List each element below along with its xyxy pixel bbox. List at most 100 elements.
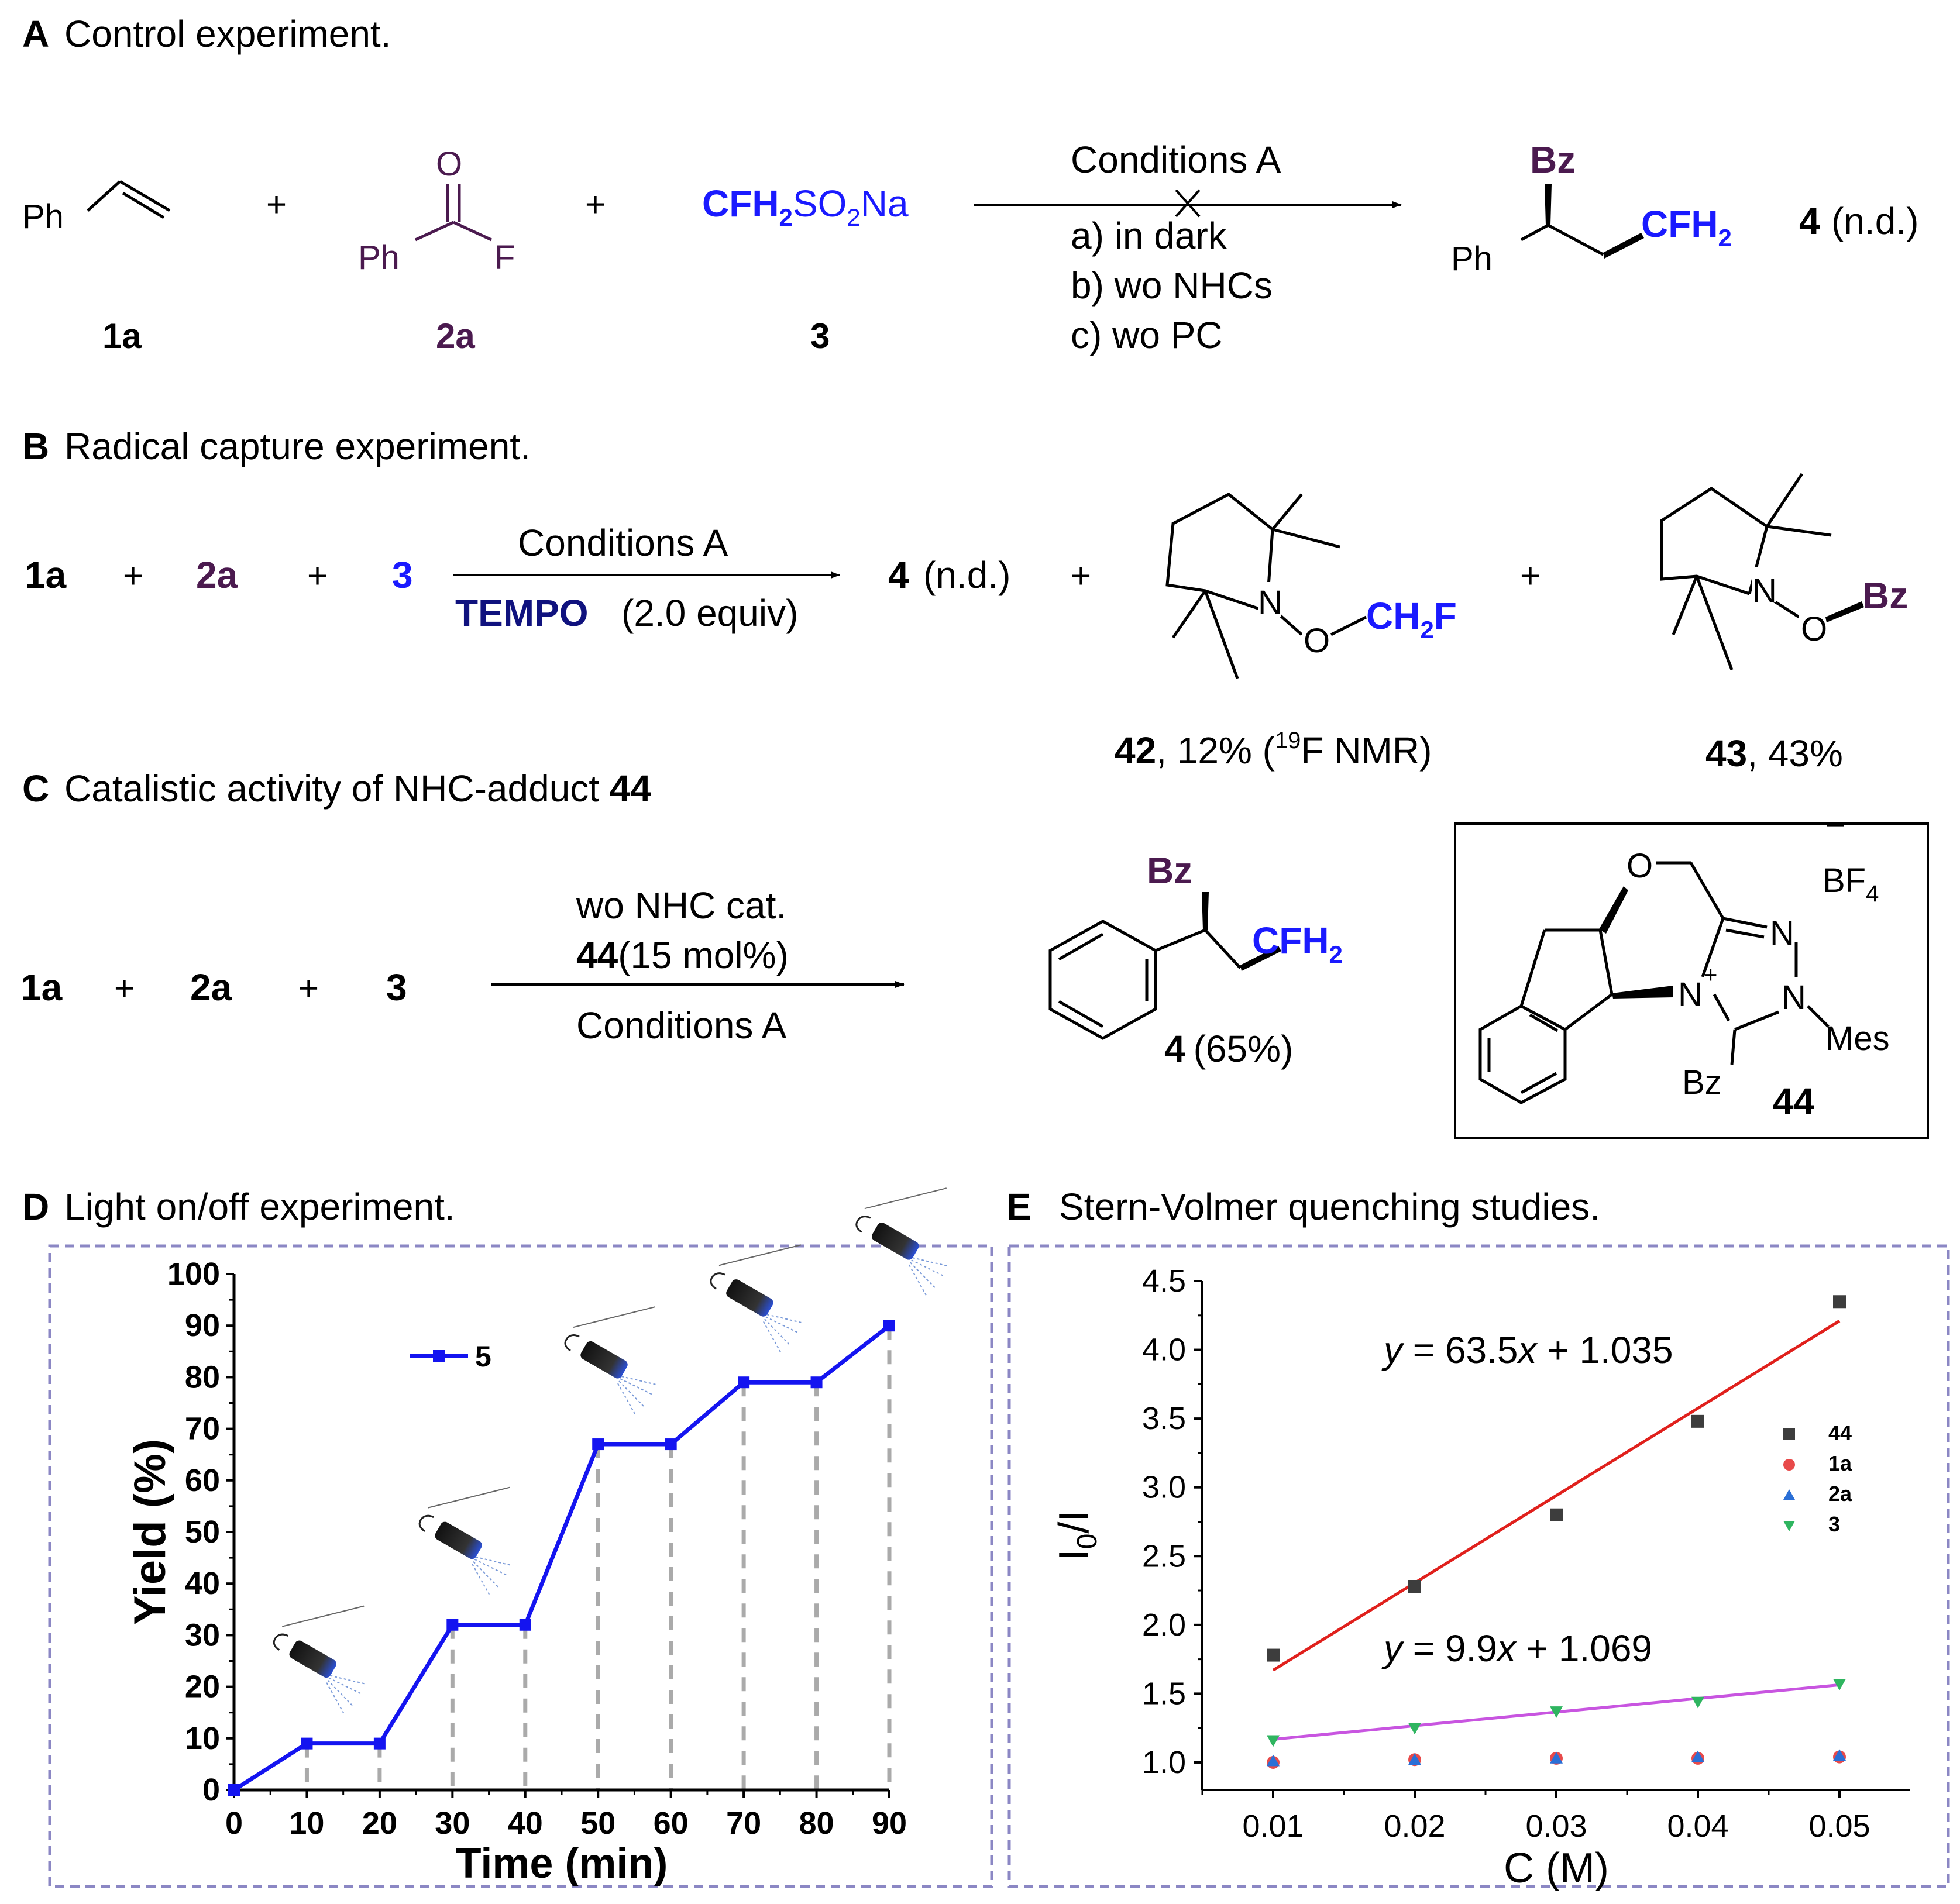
- b-plus-4: +: [1520, 556, 1541, 595]
- prod-a-ph: Ph: [1451, 240, 1493, 278]
- caption-43: 43, 43%: [1705, 732, 1843, 774]
- box-plus: +: [1704, 962, 1717, 988]
- fit-line-1: [1272, 1320, 1841, 1672]
- s43-n: N: [1752, 572, 1777, 610]
- fit-label-1-mid: = 63.5: [1402, 1329, 1518, 1371]
- legend-marker: [433, 1350, 445, 1362]
- point-2a-2: [1550, 1751, 1563, 1764]
- chart-e: 1.0 1.5 2.0 2.5 3.0 3.5 4.0 4.5 0.01 0.02 0.03 0.04…: [1051, 1263, 1910, 1892]
- s42-ch2f: CH2F: [1366, 595, 1457, 643]
- box-n1: N: [1770, 914, 1794, 952]
- section-e-title: Stern-Volmer quenching studies.: [1059, 1186, 1600, 1228]
- c-wo-nhc: wo NHC cat.: [576, 884, 786, 927]
- box-n2: N: [1782, 979, 1806, 1017]
- flashlight-icon-4: [710, 1244, 803, 1353]
- styrene-structure: Ph: [22, 180, 171, 236]
- y-tick-label-0: 0: [202, 1772, 220, 1807]
- section-d: D Light on/off experiment. 0102030405060…: [22, 1186, 993, 1888]
- data-point-40: [519, 1619, 531, 1631]
- y-tick-label-20: 20: [185, 1669, 220, 1705]
- flashlight-icon-3: [564, 1306, 658, 1415]
- section-b: B Radical capture experiment. 1a + 2a + …: [22, 425, 1908, 774]
- point-2a-3: [1691, 1750, 1704, 1762]
- cond-c-pc: c) wo PC: [1071, 314, 1223, 356]
- s43-o: O: [1801, 610, 1827, 648]
- y-tick-label-90: 90: [185, 1308, 220, 1343]
- y-tick-label-1.0: 1.0: [1142, 1745, 1186, 1780]
- point-3-0: [1267, 1735, 1280, 1747]
- x-tick-label-80: 80: [799, 1806, 834, 1841]
- y-tick-label-50: 50: [185, 1514, 220, 1550]
- prod-a-bz: Bz: [1530, 139, 1576, 181]
- box-label-44: 44: [1773, 1080, 1815, 1123]
- legend-label-1a: 1a: [1828, 1451, 1852, 1475]
- y-tick-label-3.0: 3.0: [1142, 1470, 1186, 1505]
- s43-bz: Bz: [1862, 574, 1908, 617]
- point-2a-1: [1408, 1753, 1421, 1765]
- point-44-4: [1833, 1295, 1846, 1309]
- x-tick-label-10: 10: [289, 1806, 324, 1841]
- legend-label-2a: 2a: [1828, 1482, 1852, 1506]
- c-3: 3: [386, 966, 407, 1008]
- catalyst-44-structure: [1478, 861, 1830, 1104]
- prod-a-note: (n.d.): [1831, 200, 1918, 242]
- box-bf4-minus: −: [1825, 806, 1845, 844]
- fit-label-2-x: x: [1495, 1627, 1517, 1669]
- x-tick-label-90: 90: [872, 1806, 907, 1841]
- point-3-4: [1833, 1679, 1846, 1690]
- box-bz: Bz: [1682, 1063, 1722, 1101]
- b-plus-3: +: [1071, 556, 1091, 595]
- chart-d-frame: [48, 1244, 993, 1888]
- prod-a-label: 4: [1799, 200, 1820, 242]
- x-tick-label-20: 20: [362, 1806, 397, 1841]
- y-axis-title: I0/I: [1051, 1510, 1103, 1561]
- x-axis-title: Time (min): [456, 1840, 668, 1887]
- data-point-70: [738, 1376, 750, 1389]
- box-mes: Mes: [1825, 1020, 1890, 1058]
- point-44-3: [1691, 1414, 1704, 1428]
- section-c-letter: C: [22, 767, 49, 810]
- label-2a: 2a: [436, 316, 475, 356]
- series-line-5: [233, 1324, 891, 1792]
- data-point-50: [592, 1438, 604, 1451]
- x-tick-label-60: 60: [654, 1806, 689, 1841]
- fit-label-1-x: x: [1517, 1329, 1538, 1371]
- point-44-2: [1550, 1508, 1563, 1521]
- fit-label-1-y: y: [1381, 1329, 1405, 1371]
- y-tick-label-70: 70: [185, 1411, 220, 1447]
- fit-label-2-end: + 1.069: [1516, 1627, 1652, 1669]
- structure-42: [1165, 493, 1367, 679]
- data-point-10: [301, 1737, 313, 1750]
- point-3-1: [1408, 1723, 1421, 1735]
- plus-1: +: [266, 185, 287, 224]
- section-e-letter: E: [1006, 1186, 1031, 1228]
- benzoyl-fluoride-structure: O Ph F: [358, 145, 515, 277]
- c-catalyst: 44(15 mol%): [576, 934, 789, 976]
- data-point-30: [446, 1619, 459, 1631]
- b-tempo-eq: (2.0 equiv): [621, 592, 798, 634]
- box-bf4: BF4: [1823, 862, 1879, 907]
- data-point-80: [810, 1376, 823, 1389]
- b-p4-note: (n.d.): [923, 554, 1010, 596]
- section-d-title: Light on/off experiment.: [64, 1186, 455, 1228]
- s42-o: O: [1304, 622, 1330, 660]
- y-tick-label-80: 80: [185, 1359, 220, 1395]
- y-tick-label-1.5: 1.5: [1142, 1676, 1186, 1711]
- data-point-90: [883, 1320, 895, 1332]
- section-c: C Catalistic activity of NHC-adduct 44 1…: [20, 767, 1929, 1139]
- y-tick-label-10: 10: [185, 1721, 220, 1756]
- y-tick-label-30: 30: [185, 1617, 220, 1652]
- section-a-title: Control experiment.: [64, 13, 391, 55]
- legend-marker-44: [1783, 1428, 1795, 1440]
- y-tick-label-100: 100: [167, 1256, 220, 1292]
- section-a: A Control experiment. Ph 1a + O Ph F 2a …: [22, 13, 1918, 356]
- data-point-20: [373, 1737, 386, 1750]
- b-1a: 1a: [25, 554, 67, 596]
- x-axis-title: C (M): [1504, 1845, 1609, 1892]
- flashlight-icon-2: [418, 1486, 512, 1596]
- cross-mark: [1175, 189, 1201, 218]
- prod-a-cfh2: CFH2: [1641, 203, 1732, 252]
- x-tick-label-0.01: 0.01: [1242, 1809, 1304, 1844]
- x-tick-label-0.03: 0.03: [1525, 1809, 1587, 1844]
- caption-42: 42, 12% (19F NMR): [1115, 728, 1432, 772]
